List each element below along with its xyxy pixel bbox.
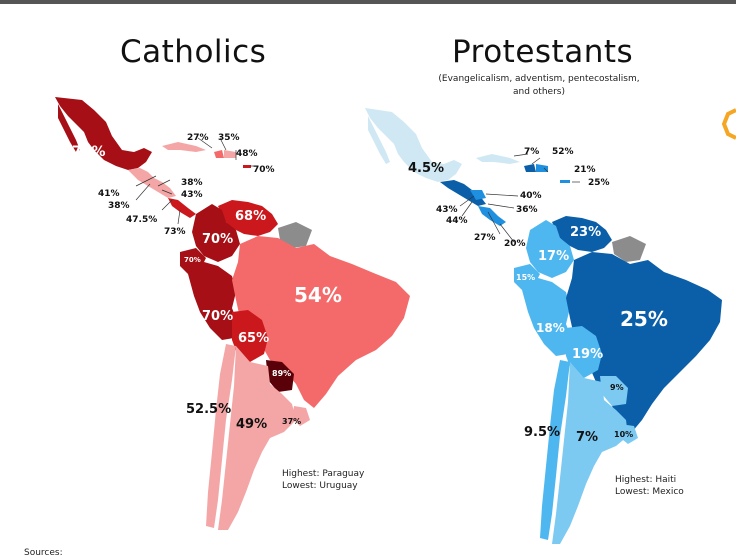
cath-argentina-region[interactable] [218, 346, 296, 530]
prot-note-lowest: Lowest: Mexico [615, 487, 684, 497]
prot-label-brazil: 25% [620, 307, 668, 331]
cath-paraguay-region[interactable] [266, 360, 294, 392]
prot-baja-region [368, 116, 390, 164]
prot-label-bolivia: 19% [572, 347, 603, 362]
cath-mexico-region[interactable] [55, 97, 152, 170]
prot-chile-region[interactable] [540, 360, 570, 540]
cath-label-haiti: 35% [218, 133, 240, 143]
prot-label-honduras: 36% [516, 205, 538, 215]
cath-label-cuba: 27% [187, 133, 209, 143]
prot-label-puerto-rico: 25% [588, 178, 610, 188]
cath-label-mexico: 74% [72, 144, 106, 160]
prot-paraguay-region[interactable] [600, 376, 628, 406]
prot-costa-rica-region[interactable] [478, 206, 506, 226]
cath-label-venezuela: 68% [235, 209, 266, 224]
prot-label-dominican: 21% [574, 165, 596, 175]
cath-guianas-region [278, 222, 312, 248]
cath-note-lowest: Lowest: Uruguay [282, 481, 358, 491]
prot-mexico-region[interactable] [365, 108, 462, 182]
cath-label-uruguay: 37% [282, 417, 301, 426]
prot-labels: 4.5% 7% 52% 21% 25% 40% 36% 43% 44% 27% … [408, 147, 668, 445]
cath-dominican-region[interactable] [224, 150, 236, 158]
cath-note-highest: Highest: Paraguay [282, 469, 365, 479]
cath-peru-region[interactable] [188, 262, 238, 340]
prot-leader-lines [459, 153, 580, 243]
catholics-map [55, 97, 410, 530]
cath-puerto-rico-region[interactable] [243, 165, 251, 168]
cath-cuba-region[interactable] [162, 142, 206, 152]
prot-label-paraguay: 9% [610, 383, 624, 392]
partial-map-edge [721, 108, 736, 140]
cath-label-dominican: 48% [236, 149, 258, 159]
cath-labels: 74% 27% 35% 48% 70% 38% 43% 41% 38% 47.5… [72, 133, 342, 432]
cath-label-puerto-rico: 70% [253, 165, 275, 175]
cath-label-bolivia: 65% [238, 331, 269, 346]
cath-brazil-region[interactable] [232, 236, 410, 408]
cath-label-brazil: 54% [294, 283, 342, 307]
prot-label-costa-rica: 20% [504, 239, 526, 249]
prot-label-argentina: 7% [576, 430, 598, 445]
cath-label-colombia: 70% [202, 232, 233, 247]
prot-label-chile: 9.5% [524, 425, 560, 440]
cath-costa-rica-region[interactable] [168, 198, 196, 218]
prot-dominican-region[interactable] [536, 164, 548, 172]
prot-bolivia-region[interactable] [566, 326, 602, 378]
prot-label-venezuela: 23% [570, 225, 601, 240]
prot-cuba-region[interactable] [476, 154, 520, 164]
cath-colombia-region[interactable] [192, 204, 240, 262]
cath-label-belize: 38% [108, 201, 130, 211]
prot-venezuela-region[interactable] [552, 216, 612, 252]
cath-label-honduras: 38% [181, 178, 203, 188]
prot-label-guatemala: 43% [436, 205, 458, 215]
prot-label-haiti: 52% [552, 147, 574, 157]
protestants-map [365, 108, 722, 544]
cath-central-america-region[interactable] [128, 168, 176, 198]
cath-chile-region[interactable] [206, 344, 236, 528]
prot-peru-region[interactable] [522, 278, 572, 356]
prot-note-highest: Highest: Haiti [615, 475, 677, 485]
prot-note: Highest: Haiti Lowest: Mexico [615, 474, 684, 498]
cath-leader-lines [135, 137, 256, 225]
protestants-subtitle-line2: and others) [513, 87, 565, 97]
prot-label-cuba: 7% [524, 147, 539, 157]
prot-guianas-region [612, 236, 646, 262]
prot-label-belize: 40% [520, 191, 542, 201]
cath-label-costa-rica: 73% [164, 227, 186, 237]
prot-puerto-rico-region[interactable] [560, 180, 570, 183]
top-bar [0, 0, 736, 4]
prot-label-colombia: 17% [538, 249, 569, 264]
cath-label-el-salvador: 47.5% [126, 215, 157, 225]
prot-label-nicaragua: 27% [474, 233, 496, 243]
prot-colombia-region[interactable] [526, 220, 574, 278]
prot-central-america-region[interactable] [440, 180, 486, 206]
cath-label-peru: 70% [202, 309, 233, 324]
prot-haiti-region[interactable] [524, 164, 536, 172]
cath-label-chile: 52.5% [186, 402, 231, 417]
protestants-title: Protestants [452, 34, 634, 70]
prot-label-uruguay: 10% [614, 430, 633, 439]
cath-venezuela-region[interactable] [218, 200, 278, 236]
protestants-subtitle-line1: (Evangelicalism, adventism, pentecostali… [438, 74, 640, 84]
sources-label: Sources: [24, 548, 63, 558]
cath-label-guatemala: 41% [98, 189, 120, 199]
cath-bolivia-region[interactable] [232, 310, 268, 362]
catholics-title: Catholics [120, 34, 267, 70]
cath-label-nicaragua: 43% [181, 190, 203, 200]
cath-label-argentina: 49% [236, 417, 267, 432]
cath-label-paraguay: 89% [272, 369, 291, 378]
prot-label-el-salvador: 44% [446, 216, 468, 226]
prot-label-mexico: 4.5% [408, 161, 444, 176]
prot-guatemala-region[interactable] [470, 190, 486, 200]
prot-uruguay-region[interactable] [618, 424, 638, 444]
cath-haiti-region[interactable] [214, 150, 224, 158]
prot-label-peru: 18% [536, 321, 565, 335]
prot-argentina-region[interactable] [552, 362, 628, 544]
cath-label-ecuador: 70% [184, 256, 201, 264]
protestants-subtitle: (Evangelicalism, adventism, pentecostali… [408, 73, 670, 99]
prot-label-ecuador: 15% [516, 273, 535, 282]
cath-uruguay-region[interactable] [292, 406, 310, 426]
cath-note: Highest: Paraguay Lowest: Uruguay [282, 468, 364, 492]
cath-baja-region [58, 104, 80, 152]
